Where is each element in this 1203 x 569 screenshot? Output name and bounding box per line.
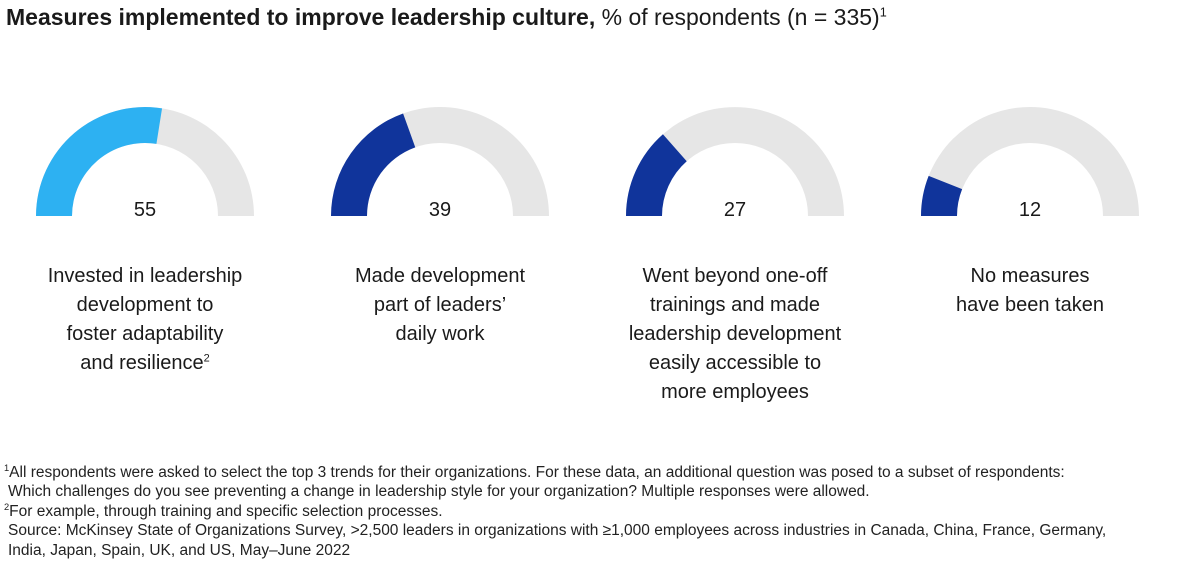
gauge-category-label: Invested in leadership development to fost… (15, 262, 275, 378)
gauge-value-label: 55 (134, 199, 156, 221)
gauge-track (921, 107, 1139, 216)
gauge-category-label-line: foster adaptability (66, 323, 224, 345)
gauge-category-label-line: easily accessible to (648, 352, 822, 374)
footnote-1-continued: Which challenges do you see preventing a… (8, 483, 870, 501)
gauge-value-arc (36, 107, 163, 216)
footnote-mark: 2 (203, 352, 210, 365)
gauge-category-label-line: Made development (354, 265, 526, 287)
gauge-value-label: 12 (1019, 199, 1041, 221)
chart-title-subtitle: % of respondents (n = 335) (595, 4, 880, 30)
gauge-category-label-line: leadership development (628, 323, 842, 345)
gauge-category-label-line: have been taken (956, 294, 1104, 316)
gauge-category-label: Went beyond one-off trainings and made lea… (605, 262, 865, 407)
source-note-continued: India, Japan, Spain, UK, and US, May–Jun… (8, 541, 351, 559)
chart-title: Measures implemented to improve leadersh… (6, 4, 887, 31)
footnote-2: 2For example, through training and speci… (4, 501, 443, 520)
gauge-category-label-line: part of leaders’ (373, 294, 507, 316)
gauge-value-label: 39 (429, 199, 451, 221)
gauge-category-label-line: development to (76, 294, 214, 316)
gauge-category-label-line: No measures (970, 265, 1090, 287)
gauge-value-arc (921, 175, 963, 216)
gauge-track (626, 107, 844, 216)
footnotes: 1All respondents were asked to select th… (4, 463, 1106, 560)
chart-title-footnote-mark: 1 (879, 5, 887, 20)
gauge-chart: 55 39 27 12 (36, 107, 1139, 221)
gauge-category-label-line: trainings and made (649, 294, 821, 316)
gauge-category-label-line: daily work (395, 323, 485, 345)
source-note: Source: McKinsey State of Organizations … (8, 522, 1107, 540)
gauge-category-label-line: Went beyond one-off (642, 265, 828, 287)
chart-title-main: Measures implemented to improve leadersh… (6, 4, 596, 30)
gauge-category-label-line: more employees (661, 381, 809, 403)
gauge-category-label: No measures have been taken (900, 262, 1160, 320)
gauge-value-arc (331, 113, 416, 216)
footnote-1: 1All respondents were asked to select th… (4, 462, 1065, 481)
gauge-value-label: 27 (724, 199, 746, 221)
gauge-category-label-line: Invested in leadership (47, 265, 243, 287)
gauge-value-arc (626, 134, 687, 216)
gauge-category-label: Made development part of leaders’ daily wo… (310, 262, 570, 349)
gauge-category-label-line: and resilience2 (80, 352, 210, 374)
